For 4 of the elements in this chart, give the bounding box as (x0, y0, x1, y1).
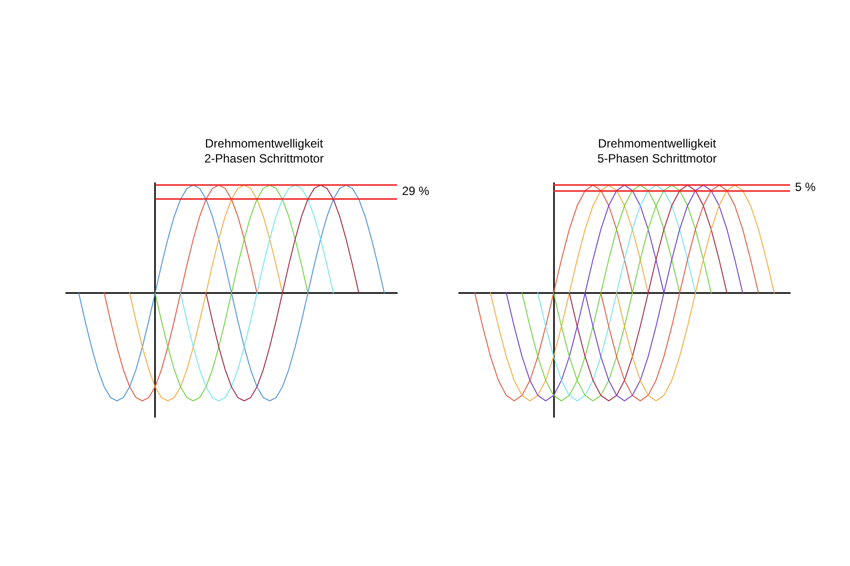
chart-title: Drehmomentwelligkeit 5-Phasen Schrittmotor (597, 136, 717, 166)
text: 29 % (402, 184, 430, 198)
chart-title: Drehmomentwelligkeit 2-Phasen Schrittmotor (204, 136, 324, 166)
text: 5 % (795, 180, 816, 194)
